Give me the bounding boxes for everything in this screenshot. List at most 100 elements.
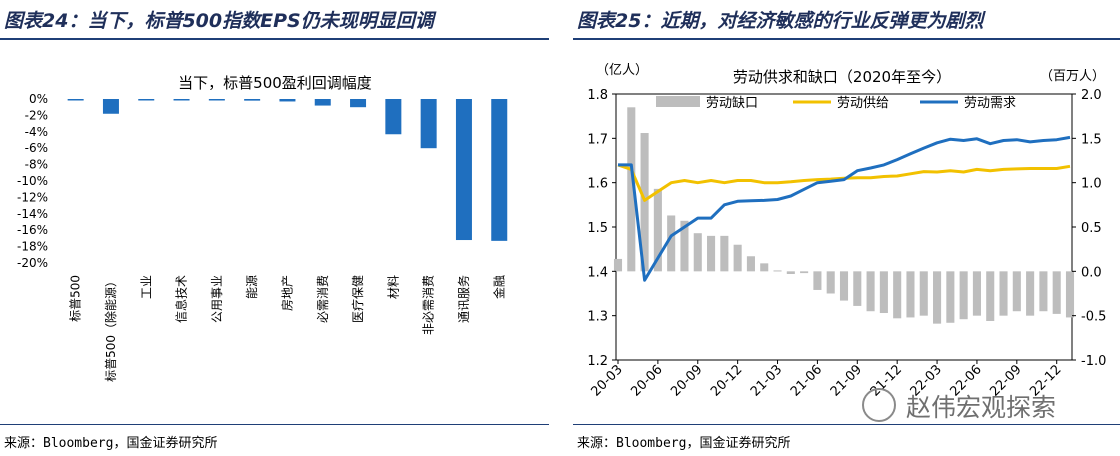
- y-left-tick-label: 1.7: [587, 132, 608, 147]
- gap-bar: [1065, 271, 1075, 318]
- y-right-tick-label: 1.5: [1081, 132, 1102, 147]
- gap-bar: [667, 215, 676, 272]
- figure-24-header: 图表24：当下，标普500指数EPS仍未现明显回调: [0, 0, 549, 40]
- y-tick-label: -18%: [17, 240, 48, 254]
- y-tick-label: -4%: [25, 125, 48, 139]
- y-right-tick-label: 0.5: [1081, 221, 1102, 236]
- left-axis-unit-label: （亿人）: [596, 63, 648, 78]
- x-tick-label: 20-06: [628, 362, 665, 399]
- gap-bar: [999, 271, 1008, 316]
- bar: [138, 99, 155, 101]
- gap-bar: [786, 271, 795, 274]
- x-tick-label: 工业: [139, 275, 153, 299]
- gap-bar: [653, 188, 662, 272]
- gap-bar: [986, 271, 995, 321]
- bar: [244, 99, 261, 101]
- x-tick-label: 金融: [491, 275, 506, 299]
- chart-title: 劳动供求和缺口（2020年至今）: [733, 68, 951, 86]
- y-tick-label: -6%: [25, 141, 48, 155]
- gap-bar: [893, 271, 902, 319]
- x-tick-label: 医疗保健: [351, 275, 365, 323]
- x-tick-label: 通讯服务: [456, 275, 471, 323]
- bar: [67, 99, 84, 101]
- gap-bar: [760, 263, 769, 272]
- gap-bar: [906, 271, 915, 318]
- bar: [173, 99, 190, 101]
- x-tick-label: 20-12: [708, 362, 745, 399]
- gap-bar: [640, 133, 649, 272]
- gap-bar: [613, 258, 623, 272]
- gap-bar: [1039, 271, 1048, 312]
- x-tick-label: 20-09: [668, 362, 705, 399]
- watermark-text: 赵伟宏观探索: [906, 393, 1057, 422]
- bar: [420, 99, 437, 149]
- chart-title: 当下，标普500盈利回调幅度: [178, 74, 372, 92]
- y-left-tick-label: 1.3: [587, 310, 608, 325]
- gap-bar: [813, 271, 822, 290]
- labor-supply-line: [617, 163, 1071, 202]
- bar: [279, 99, 296, 102]
- y-right-tick-label: -0.5: [1081, 310, 1106, 325]
- y-left-tick-label: 1.2: [587, 354, 608, 369]
- y-tick-label: -20%: [17, 256, 48, 270]
- y-right-tick-label: 2.0: [1081, 88, 1102, 103]
- bar: [314, 99, 331, 106]
- gap-bar: [879, 271, 888, 314]
- y-tick-label: 0%: [29, 92, 48, 106]
- bar: [102, 99, 119, 114]
- eps-pullback-bar-chart: 当下，标普500盈利回调幅度 0% -2% -4% -6% -8% -10% -12% -14…: [17, 74, 508, 382]
- x-tick-label: 21-09: [828, 362, 865, 399]
- gap-bar: [800, 271, 809, 274]
- y-tick-label: -10%: [17, 174, 48, 188]
- x-tick-label: 21-03: [748, 362, 785, 399]
- x-tick-label: 21-06: [788, 362, 825, 399]
- gap-bar: [627, 107, 636, 272]
- figure-24-source: 来源：Bloomberg，国金证券研究所: [4, 436, 218, 451]
- y-left-tick-label: 1.8: [587, 88, 608, 103]
- y-tick-label: -8%: [25, 158, 48, 172]
- x-tick-label: 能源: [245, 275, 259, 299]
- figure-25-header: 图表25：近期，对经济敏感的行业反弹更为剧烈: [573, 0, 1120, 40]
- gap-bar: [959, 271, 968, 320]
- gap-bar: [733, 244, 742, 272]
- gap-bar: [693, 233, 702, 272]
- x-tick-label: 必需消费: [316, 275, 330, 323]
- figure-24-title: 图表24：当下，标普500指数EPS仍未现明显回调: [4, 10, 434, 32]
- bar: [491, 99, 508, 241]
- x-tick-label: 信息技术: [174, 275, 189, 323]
- gap-bar: [866, 271, 875, 312]
- x-tick-label: 标普500: [69, 275, 83, 322]
- y-tick-label: -2%: [25, 108, 48, 122]
- x-tick-label: 非必需消费: [422, 275, 436, 335]
- watermark: 赵伟宏观探索: [862, 386, 1092, 426]
- gap-bar: [1012, 271, 1021, 312]
- gap-bar: [853, 271, 862, 306]
- y-left-tick-label: 1.5: [587, 221, 608, 236]
- gap-bar: [933, 271, 942, 324]
- figure-24-footer: 来源：Bloomberg，国金证券研究所: [0, 424, 549, 456]
- bar: [208, 99, 225, 101]
- gap-bar: [1026, 271, 1035, 316]
- gap-bar: [919, 271, 928, 316]
- gap-bar: [773, 270, 782, 272]
- gap-bar: [707, 235, 716, 272]
- legend-label: 劳动缺口: [706, 95, 758, 111]
- gap-bar: [746, 256, 755, 272]
- labor-supply-demand-chart: 劳动供求和缺口（2020年至今） （亿人） （百万人） 1.2 1.3 1.4 1.5…: [587, 63, 1106, 400]
- x-tick-label: 房地产: [279, 275, 294, 311]
- y-tick-label: -12%: [17, 190, 48, 204]
- bar: [455, 99, 472, 241]
- x-tick-label: 标普500（除能源）: [103, 275, 118, 382]
- y-tick-label: -14%: [17, 207, 48, 221]
- y-left-tick-label: 1.4: [587, 265, 608, 280]
- wechat-logo-icon: [862, 388, 896, 422]
- y-tick-label: -16%: [17, 223, 48, 237]
- legend-swatch: [656, 96, 700, 107]
- bar: [350, 99, 367, 108]
- right-axis-unit-label: （百万人）: [1040, 69, 1105, 84]
- y-right-tick-label: 1.0: [1081, 177, 1102, 192]
- y-right-tick-label: -1.0: [1081, 354, 1106, 369]
- figure-25-source: 来源：Bloomberg，国金证券研究所: [577, 436, 791, 451]
- figure-25-title: 图表25：近期，对经济敏感的行业反弹更为剧烈: [577, 10, 984, 32]
- y-right-tick-label: 0.0: [1081, 265, 1102, 280]
